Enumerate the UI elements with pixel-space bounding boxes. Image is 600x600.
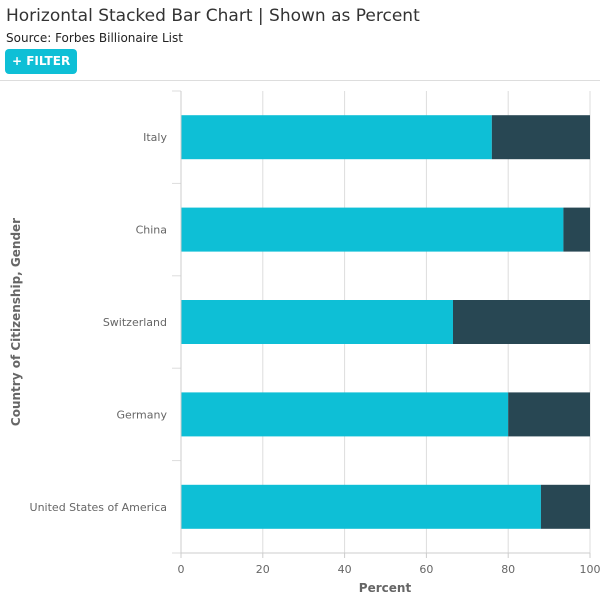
x-tick-label: 60 <box>419 563 433 576</box>
bars <box>181 115 590 529</box>
axes: 0 20 40 60 80 100 Italy China Switzerland Germany… <box>30 90 600 576</box>
header-divider <box>0 80 600 81</box>
x-tick-label: 20 <box>256 563 270 576</box>
bar-segment <box>540 484 590 529</box>
y-tick-label: China <box>136 224 167 237</box>
y-tick-label: Italy <box>143 131 167 144</box>
filter-button[interactable]: + FILTER <box>5 49 78 74</box>
bar-segment <box>181 484 541 529</box>
x-axis-title: Percent <box>359 581 412 595</box>
chart-title: Horizontal Stacked Bar Chart | Shown as … <box>6 6 420 26</box>
y-tick-label: United States of America <box>30 501 167 514</box>
bar-segment <box>491 115 590 160</box>
x-tick-label: 40 <box>338 563 352 576</box>
bar-segment <box>508 392 590 437</box>
x-tick-label: 80 <box>501 563 515 576</box>
y-tick-label: Germany <box>116 408 167 421</box>
y-tick-label: Switzerland <box>103 316 167 329</box>
chart-source: Source: Forbes Billionaire List <box>6 31 183 45</box>
x-tick-label: 100 <box>580 563 600 576</box>
bar-segment <box>452 300 590 344</box>
bar-segment <box>181 115 492 160</box>
bar-segment <box>181 300 453 344</box>
bar-segment <box>563 207 590 252</box>
bar-segment <box>181 392 509 437</box>
bar-segment <box>181 207 564 252</box>
x-tick-label: 0 <box>178 563 185 576</box>
y-axis-title: Country of Citizenship, Gender <box>9 218 23 426</box>
